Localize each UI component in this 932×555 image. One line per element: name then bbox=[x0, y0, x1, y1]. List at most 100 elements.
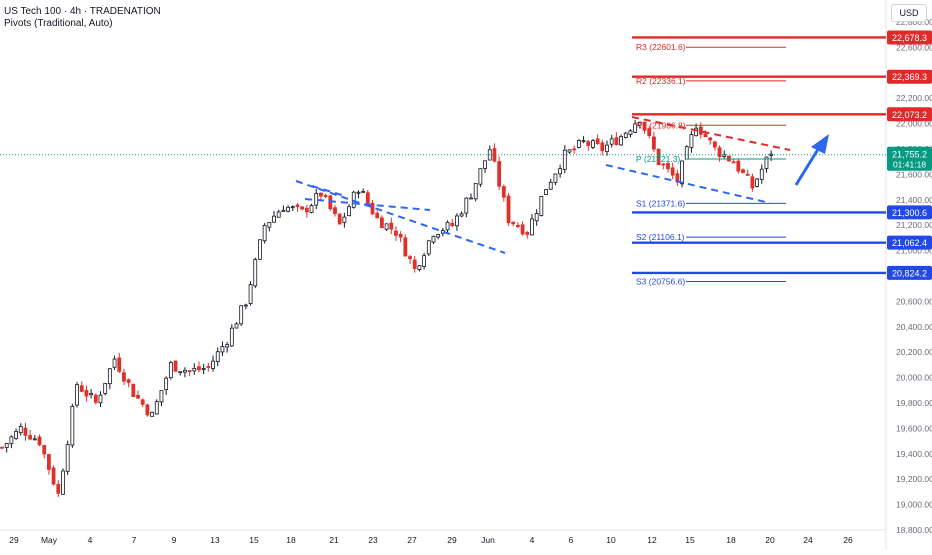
candle-body[interactable] bbox=[365, 192, 370, 204]
candle-body[interactable] bbox=[759, 168, 764, 180]
candle-body[interactable] bbox=[539, 196, 544, 216]
candle-body[interactable] bbox=[347, 206, 351, 217]
candle-body[interactable] bbox=[37, 436, 42, 446]
candle-body[interactable] bbox=[703, 133, 708, 138]
candle-body[interactable] bbox=[258, 239, 262, 260]
candle-body[interactable] bbox=[18, 426, 23, 434]
candle-body[interactable] bbox=[47, 454, 51, 470]
candle-body[interactable] bbox=[98, 394, 103, 404]
candle-body[interactable] bbox=[417, 265, 422, 270]
candle-body[interactable] bbox=[281, 210, 286, 212]
candle-body[interactable] bbox=[28, 435, 33, 440]
wedge-upper-trendline[interactable] bbox=[631, 116, 791, 151]
candle-body[interactable] bbox=[516, 224, 520, 227]
candle-body[interactable] bbox=[623, 132, 628, 139]
candle-body[interactable] bbox=[42, 445, 47, 455]
candle-body[interactable] bbox=[65, 443, 70, 472]
candle-body[interactable] bbox=[394, 230, 398, 236]
candle-body[interactable] bbox=[684, 146, 689, 160]
candle-body[interactable] bbox=[262, 224, 267, 242]
candle-body[interactable] bbox=[764, 156, 769, 169]
candle-body[interactable] bbox=[628, 130, 633, 135]
candle-body[interactable] bbox=[600, 142, 605, 152]
candle-body[interactable] bbox=[187, 370, 192, 373]
candle-body[interactable] bbox=[666, 163, 670, 170]
candle-body[interactable] bbox=[591, 140, 595, 148]
candle-body[interactable] bbox=[168, 362, 173, 379]
candle-body[interactable] bbox=[183, 369, 187, 373]
candle-body[interactable] bbox=[717, 147, 722, 157]
candle-body[interactable] bbox=[398, 233, 403, 238]
candle-body[interactable] bbox=[319, 192, 323, 197]
candle-body[interactable] bbox=[131, 383, 136, 398]
candle-body[interactable] bbox=[0, 446, 4, 449]
candle-body[interactable] bbox=[164, 377, 169, 391]
candle-body[interactable] bbox=[351, 191, 356, 208]
candle-body[interactable] bbox=[736, 160, 741, 172]
candle-body[interactable] bbox=[558, 168, 563, 175]
candle-body[interactable] bbox=[445, 221, 450, 231]
candle-body[interactable] bbox=[126, 379, 131, 383]
candle-body[interactable] bbox=[234, 323, 239, 329]
candle-body[interactable] bbox=[473, 183, 478, 200]
candle-body[interactable] bbox=[637, 121, 642, 126]
candle-body[interactable] bbox=[79, 385, 84, 392]
candle-body[interactable] bbox=[192, 368, 197, 372]
candle-body[interactable] bbox=[140, 399, 145, 405]
candle-body[interactable] bbox=[708, 137, 713, 141]
candle-body[interactable] bbox=[530, 218, 534, 236]
candle-body[interactable] bbox=[197, 366, 201, 371]
candle-body[interactable] bbox=[384, 223, 389, 230]
candle-body[interactable] bbox=[469, 197, 473, 200]
candle-body[interactable] bbox=[741, 169, 745, 173]
candle-body[interactable] bbox=[680, 160, 684, 185]
candle-body[interactable] bbox=[150, 411, 154, 417]
candle-body[interactable] bbox=[562, 149, 567, 170]
candle-body[interactable] bbox=[614, 137, 619, 146]
candle-body[interactable] bbox=[145, 404, 150, 416]
candle-body[interactable] bbox=[544, 189, 548, 195]
candle-body[interactable] bbox=[229, 327, 234, 347]
candle-body[interactable] bbox=[520, 224, 525, 235]
candle-body[interactable] bbox=[89, 392, 94, 396]
candle-body[interactable] bbox=[586, 141, 591, 146]
candle-body[interactable] bbox=[75, 384, 79, 406]
candle-body[interactable] bbox=[506, 195, 511, 224]
candle-body[interactable] bbox=[403, 237, 408, 257]
candle-body[interactable] bbox=[4, 442, 9, 448]
candle-body[interactable] bbox=[647, 128, 652, 136]
candle-body[interactable] bbox=[61, 470, 65, 495]
candle-body[interactable] bbox=[408, 256, 412, 260]
candle-body[interactable] bbox=[633, 123, 638, 133]
candle-body[interactable] bbox=[159, 390, 164, 403]
channel-lower-trendline[interactable] bbox=[304, 198, 431, 211]
candle-body[interactable] bbox=[534, 213, 539, 222]
candle-body[interactable] bbox=[581, 140, 586, 143]
candle-body[interactable] bbox=[745, 173, 750, 176]
candle-body[interactable] bbox=[248, 284, 253, 304]
candle-body[interactable] bbox=[304, 207, 309, 213]
candle-body[interactable] bbox=[272, 215, 276, 223]
candle-body[interactable] bbox=[300, 206, 305, 210]
candle-body[interactable] bbox=[426, 240, 431, 255]
candle-body[interactable] bbox=[553, 173, 558, 183]
candle-body[interactable] bbox=[525, 231, 530, 235]
candle-body[interactable] bbox=[722, 154, 727, 157]
candle-body[interactable] bbox=[51, 467, 56, 485]
candle-body[interactable] bbox=[220, 346, 225, 353]
candle-body[interactable] bbox=[337, 213, 342, 225]
candle-body[interactable] bbox=[455, 215, 459, 227]
candle-body[interactable] bbox=[576, 140, 581, 148]
candle-body[interactable] bbox=[267, 221, 272, 228]
candle-body[interactable] bbox=[290, 206, 295, 209]
currency-button[interactable]: USD bbox=[891, 4, 927, 22]
candle-body[interactable] bbox=[295, 204, 300, 207]
candle-body[interactable] bbox=[323, 195, 328, 197]
candle-body[interactable] bbox=[32, 438, 37, 441]
channel-upper-trendline-start[interactable] bbox=[311, 185, 346, 197]
candle-body[interactable] bbox=[652, 136, 656, 150]
candle-body[interactable] bbox=[572, 148, 577, 151]
candle-body[interactable] bbox=[661, 163, 666, 166]
candle-body[interactable] bbox=[731, 161, 736, 164]
